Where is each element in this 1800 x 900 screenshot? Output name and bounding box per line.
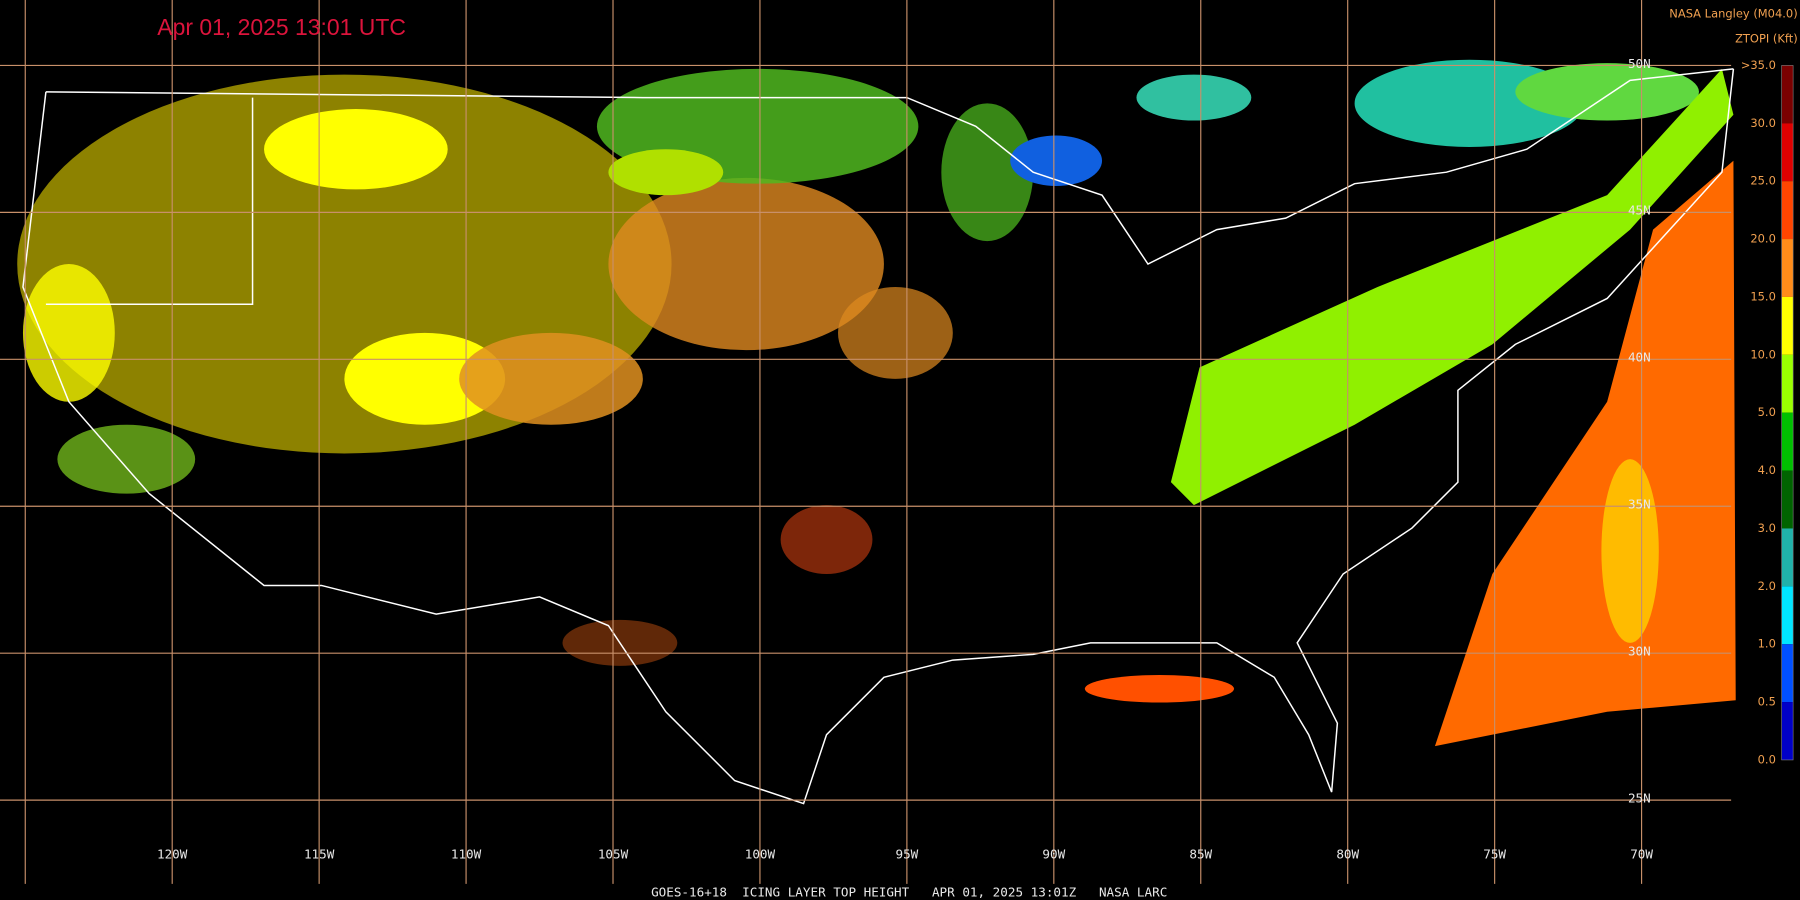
latitude-label: 50N — [1628, 56, 1651, 71]
legend-label: 5.0 — [1758, 405, 1776, 419]
cloud-region — [838, 286, 953, 379]
legend-swatch — [1781, 296, 1794, 355]
legend-label: 15.0 — [1750, 289, 1776, 303]
legend-label: 2.0 — [1758, 579, 1776, 593]
legend-swatch — [1781, 65, 1794, 124]
legend-swatch — [1781, 412, 1794, 471]
footer: GOES-16+18 ICING LAYER TOP HEIGHT APR 01… — [651, 885, 1167, 900]
latitude-label: 45N — [1628, 203, 1651, 218]
latitude-label: 35N — [1628, 497, 1651, 512]
latitude-label: 25N — [1628, 790, 1651, 805]
legend-label: 4.0 — [1758, 463, 1776, 477]
legend-swatch — [1781, 470, 1794, 529]
legend-swatch — [1781, 702, 1794, 760]
legend-label: 10.0 — [1750, 347, 1776, 361]
cloud-region — [459, 332, 643, 425]
cloud-region — [780, 505, 873, 574]
legend-label: 3.0 — [1758, 521, 1776, 535]
legend-label: >35.0 — [1741, 58, 1776, 72]
legend-swatch — [1781, 123, 1794, 182]
legend-label: 20.0 — [1750, 232, 1776, 246]
legend-label: 1.0 — [1758, 637, 1776, 651]
legend-frame — [1781, 65, 1794, 761]
cloud-region — [1136, 74, 1252, 121]
legend-swatch — [1781, 354, 1794, 413]
latitude-label: 40N — [1628, 350, 1651, 365]
longitude-label: 70W — [1630, 847, 1653, 862]
legend-swatch — [1781, 181, 1794, 240]
cloud-region — [608, 177, 884, 351]
cloud-region — [1170, 68, 1734, 506]
longitude-label: 110W — [451, 847, 482, 862]
cloud-region — [344, 332, 506, 425]
longitude-label: 115W — [304, 847, 335, 862]
legend: >35.0 30.0 25.0 20.0 15.0 10.0 5.0 4.0 3.0 2.0 1.0… — [1741, 58, 1794, 766]
northern-border — [45, 68, 1734, 265]
cloud-region — [57, 424, 196, 494]
longitude-label: 105W — [598, 847, 629, 862]
timestamp: Apr 01, 2025 13:01 UTC — [157, 14, 406, 40]
coastline — [22, 68, 1735, 805]
legend-label: 0.0 — [1758, 752, 1776, 766]
legend-swatch — [1781, 239, 1794, 297]
boundaries — [22, 68, 1735, 805]
state-lines — [45, 97, 254, 305]
cloud-region — [1601, 459, 1659, 643]
longitude-label: 80W — [1336, 847, 1359, 862]
legend-label: 0.5 — [1758, 695, 1776, 709]
cloud-region — [1515, 63, 1699, 121]
longitude-label: 100W — [745, 847, 776, 862]
longitude-label: 75W — [1483, 847, 1506, 862]
cloud-region — [264, 109, 448, 190]
cloud-region — [608, 149, 724, 196]
legend-swatch — [1781, 586, 1794, 645]
cloud-region — [1010, 135, 1103, 186]
legend-swatch — [1781, 644, 1794, 703]
legend-swatch — [1781, 528, 1794, 587]
longitude-label: 95W — [895, 847, 918, 862]
longitude-label: 120W — [157, 847, 188, 862]
longitude-label: 90W — [1042, 847, 1065, 862]
latitude-label: 30N — [1628, 644, 1651, 659]
cloud-region — [1084, 675, 1235, 703]
cloud-region — [22, 264, 115, 402]
source-label: NASA Langley (M04.0) — [1669, 6, 1797, 20]
longitude-label: 85W — [1189, 847, 1212, 862]
legend-label: 30.0 — [1750, 116, 1776, 130]
product-label: ZTOPI (Kft) — [1735, 32, 1798, 46]
graticule: 120W 115W 110W 105W 100W 95W 90W 85W 80W 75W 70W 50… — [0, 0, 1732, 884]
cloud-region — [1434, 160, 1736, 747]
cloud-region — [941, 103, 1034, 242]
legend-label: 25.0 — [1750, 174, 1776, 188]
